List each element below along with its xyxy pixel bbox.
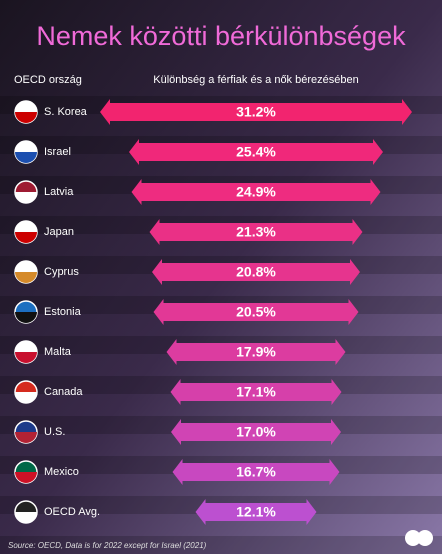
bar [171,419,341,445]
chart-title: Nemek közötti bérkülönbségek [36,21,406,51]
value-label: 25.4% [236,144,276,160]
bar [172,459,340,485]
value-label: 20.8% [236,264,276,280]
category-label: U.S. [44,426,65,438]
category-label: Cyprus [44,266,79,278]
flag-icon [15,192,37,203]
flag-icon [15,312,37,323]
value-header: Különbség a férfiak és a nők bérezésében [153,74,358,86]
bar [152,259,360,285]
bar [100,99,412,125]
category-label: OECD Avg. [44,506,100,518]
value-label: 16.7% [236,464,276,480]
logo [405,530,433,546]
category-label: Japan [44,226,74,238]
flag-icon [15,272,37,283]
flag-icon [15,232,37,243]
bar [131,179,381,205]
flag-icon [15,352,37,363]
flag-icon [15,152,37,163]
category-label: S. Korea [44,106,88,118]
flag-icon [15,512,37,523]
flag-icon [15,392,37,403]
value-label: 17.9% [236,344,276,360]
bar [170,379,342,405]
bar [166,339,346,365]
stripe [0,536,442,554]
value-label: 21.3% [236,224,276,240]
category-label: Malta [44,346,72,358]
flag-icon [15,472,37,483]
bar [149,219,363,245]
value-label: 12.1% [236,504,276,520]
value-label: 20.5% [236,304,276,320]
category-label: Canada [44,386,83,398]
flag-icon [15,432,37,443]
value-label: 17.0% [236,424,276,440]
category-label: Israel [44,146,71,158]
value-label: 17.1% [236,384,276,400]
category-label: Mexico [44,466,79,478]
source-note: Source: OECD, Data is for 2022 except fo… [8,541,207,550]
bar [195,499,317,525]
flag-icon [15,112,37,123]
category-label: Latvia [44,186,74,198]
value-label: 24.9% [236,184,276,200]
value-label: 31.2% [236,104,276,120]
bar [153,299,359,325]
category-label: Estonia [44,306,82,318]
bar [129,139,383,165]
category-header: OECD ország [14,74,82,86]
